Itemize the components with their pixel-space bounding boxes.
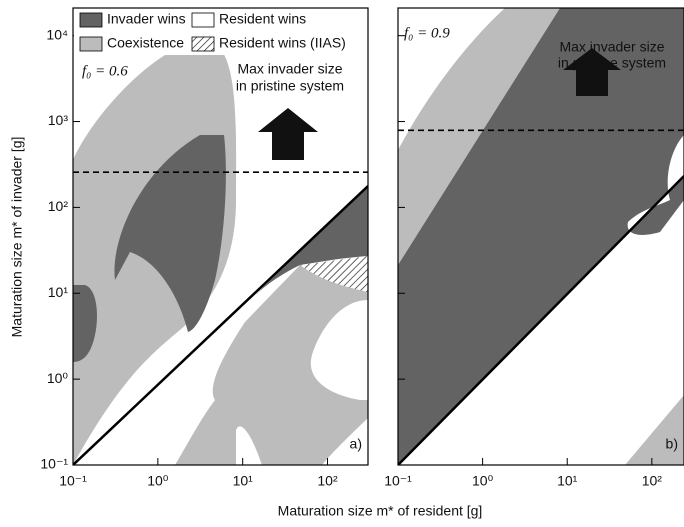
- y-axis-label: Maturation size m* of invader [g]: [9, 137, 25, 338]
- y-tick-label: 10²: [48, 198, 69, 214]
- panel-b-regions: [398, 8, 684, 465]
- x-tick-label: 10²: [317, 473, 338, 489]
- x-tick-label: 10⁻¹: [59, 473, 87, 489]
- annotation: in pristine system: [558, 55, 666, 71]
- x-tick-label: 10⁰: [147, 473, 169, 489]
- legend-label: Coexistence: [107, 35, 184, 51]
- frame: [72, 7, 369, 466]
- x-tick-label: 10⁰: [472, 473, 494, 489]
- x-tick-label: 10¹: [557, 473, 578, 489]
- y-tick-label: 10⁴: [46, 26, 68, 42]
- arrow: [563, 48, 621, 96]
- legend-swatch: [79, 36, 103, 52]
- x-tick-label: 10¹: [233, 473, 254, 489]
- legend-label: Resident wins: [219, 11, 306, 27]
- arrow: [258, 108, 318, 160]
- x-tick-label: 10⁻¹: [384, 473, 412, 489]
- frame: [397, 7, 684, 466]
- legend-swatch: [191, 12, 215, 28]
- y-tick-label: 10³: [48, 112, 69, 128]
- legend-swatch: [191, 36, 215, 52]
- parameter: f₀ = 0.6: [82, 63, 128, 79]
- annotation: Max invader size: [237, 61, 342, 77]
- panel-label: a): [350, 436, 362, 452]
- legend-label: Invader wins: [107, 11, 186, 27]
- annotation: in pristine system: [236, 78, 344, 94]
- parameter: f₀ = 0.9: [404, 25, 450, 41]
- panel-label: b): [666, 436, 678, 452]
- y-tick-label: 10⁻¹: [40, 456, 68, 472]
- legend-swatch: [79, 12, 103, 28]
- legend-label: Resident wins (IIAS): [219, 35, 346, 51]
- y-tick-label: 10¹: [48, 284, 69, 300]
- x-tick-label: 10²: [642, 473, 663, 489]
- annotation: Max invader size: [559, 39, 664, 55]
- x-axis-label: Maturation size m* of resident [g]: [278, 503, 483, 519]
- panel-a-regions: [73, 8, 368, 465]
- y-tick-label: 10⁰: [47, 370, 69, 386]
